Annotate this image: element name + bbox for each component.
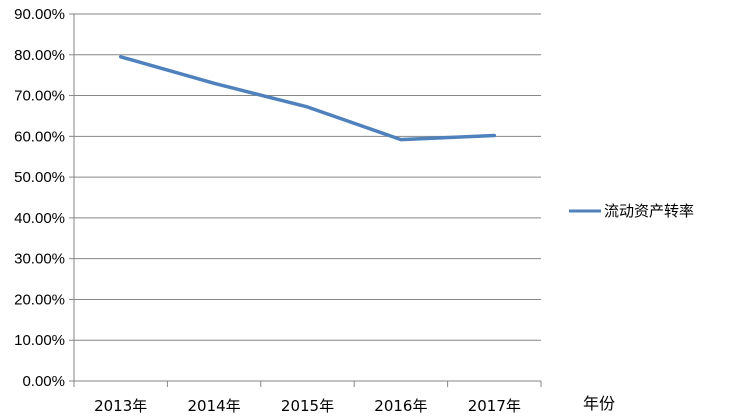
data-point (119, 55, 123, 59)
x-tick-label: 2016年 (374, 397, 427, 415)
x-axis-title: 年份 (583, 394, 615, 413)
data-point (492, 134, 496, 138)
y-tick-label: 90.00% (14, 6, 65, 23)
y-axis-ticks: 0.00% 10.00% 20.00% 30.00% 40.00% 50.00% 60.00… (14, 6, 74, 390)
x-tick-label: 2014年 (188, 397, 241, 415)
y-tick-label: 70.00% (14, 88, 65, 105)
y-tick-label: 80.00% (14, 47, 65, 64)
y-tick-label: 10.00% (14, 332, 65, 349)
data-point (306, 105, 309, 109)
x-tick-label: 2013年 (94, 397, 147, 415)
series-layer (118, 55, 497, 142)
y-tick-label: 40.00% (14, 210, 65, 227)
legend-label: 流动资产转率 (604, 202, 694, 220)
y-tick-label: 0.00% (22, 373, 65, 390)
x-tick-label: 2015年 (281, 397, 334, 415)
legend: 流动资产转率 (569, 202, 694, 220)
gridlines (74, 13, 541, 341)
x-tick-label: 2017年 (468, 397, 521, 415)
data-point (212, 81, 216, 85)
y-tick-label: 30.00% (14, 251, 65, 268)
y-tick-label: 20.00% (14, 291, 65, 308)
y-tick-label: 50.00% (14, 169, 65, 186)
series-line (118, 55, 497, 142)
y-tick-label: 60.00% (14, 128, 65, 145)
data-point (399, 138, 403, 142)
x-axis: 2013年 2014年 2015年 2016年 2017年 (73, 14, 542, 415)
